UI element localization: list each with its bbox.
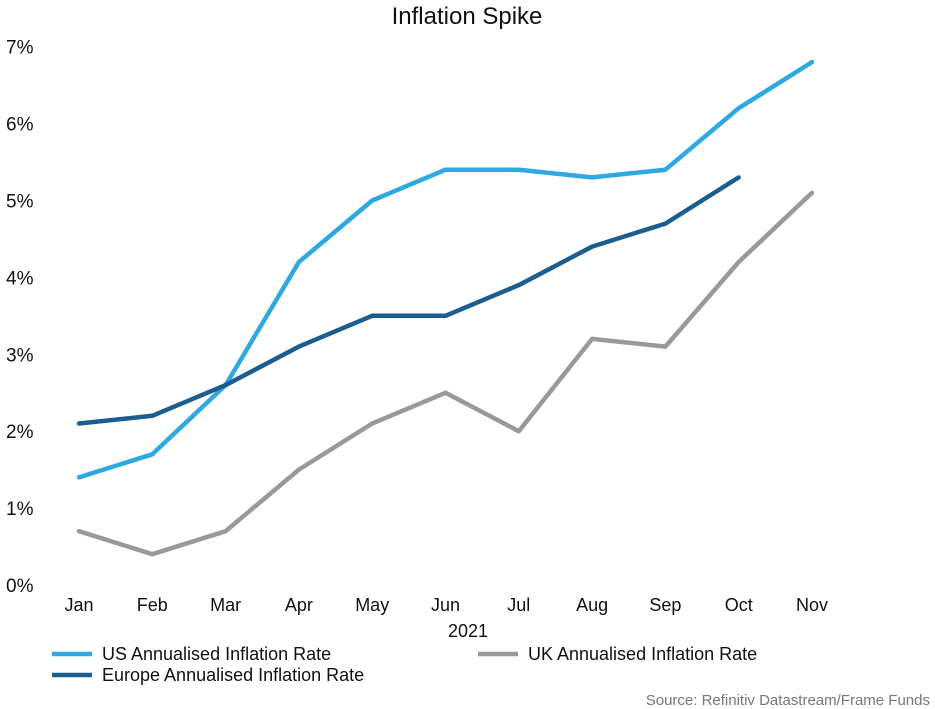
legend-label-2: Europe Annualised Inflation Rate [102, 665, 364, 685]
series-2-point [223, 382, 228, 388]
x-tick-label: Mar [210, 595, 241, 615]
series-0-point [370, 198, 375, 203]
series-0-point [736, 106, 741, 111]
series-0-point [76, 475, 82, 480]
x-tick-label: Oct [725, 595, 753, 615]
y-tick-label: 6% [6, 115, 34, 136]
y-tick-label: 5% [6, 192, 34, 213]
x-tick-label: Nov [796, 595, 828, 615]
series-0-point [443, 167, 448, 172]
series-2-point [443, 313, 448, 319]
series-2-point [736, 175, 741, 180]
series-2-point [370, 313, 375, 319]
series-line-2 [78, 175, 740, 426]
x-axis-label: 2021 [448, 621, 488, 641]
source-note: Source: Refinitiv Datastream/Frame Funds [646, 692, 930, 709]
y-tick-label: 0% [6, 576, 34, 597]
series-2-point [296, 344, 302, 349]
y-tick-label: 4% [6, 268, 34, 289]
x-tick-label: Apr [285, 595, 313, 615]
y-axis-ticks: 0% 1% 2% 3% 4% 5% 6% 7% [6, 38, 34, 597]
y-tick-label: 7% [6, 38, 34, 59]
series-line-1 [78, 191, 814, 557]
series-0-point [663, 167, 668, 172]
x-tick-label: May [355, 595, 389, 615]
x-tick-label: Jul [507, 595, 530, 615]
series-2-point [516, 282, 521, 288]
series-0-point [589, 175, 595, 180]
series-1-point [296, 467, 302, 472]
series-1-point [809, 190, 815, 196]
series-1-point [663, 344, 668, 349]
series-0-point [296, 259, 302, 265]
y-tick-label: 1% [6, 499, 34, 520]
series-2-point [150, 413, 155, 419]
y-tick-label: 2% [6, 422, 34, 443]
x-tick-label: Aug [576, 595, 608, 615]
legend-label-1: UK Annualised Inflation Rate [528, 644, 757, 664]
series-lines [76, 59, 815, 557]
series-1-point [736, 259, 741, 265]
series-1-point [370, 421, 375, 426]
series-1-point [223, 528, 228, 534]
legend-label-0: US Annualised Inflation Rate [102, 644, 331, 664]
legend: US Annualised Inflation Rate UK Annualise… [52, 644, 757, 685]
y-tick-label: 3% [6, 345, 34, 366]
series-1-point [150, 552, 155, 557]
x-tick-label: Jan [64, 595, 93, 615]
series-1-point [516, 429, 521, 434]
series-2-point [76, 421, 82, 426]
x-tick-label: Sep [649, 595, 681, 615]
series-0-point [516, 167, 521, 172]
series-2-point [589, 244, 595, 249]
chart-title: Inflation Spike [392, 3, 543, 30]
series-1-point [443, 390, 448, 395]
series-line-0 [78, 60, 814, 480]
series-1-point [76, 528, 82, 534]
x-tick-label: Feb [137, 595, 168, 615]
series-0-point [150, 452, 155, 457]
series-2-point [663, 221, 668, 226]
x-axis-ticks: Jan Feb Mar Apr May Jun Jul Aug Sep Oct Nov [64, 595, 828, 615]
series-0-point [809, 59, 815, 65]
series-1-point [589, 336, 595, 342]
x-tick-label: Jun [431, 595, 460, 615]
